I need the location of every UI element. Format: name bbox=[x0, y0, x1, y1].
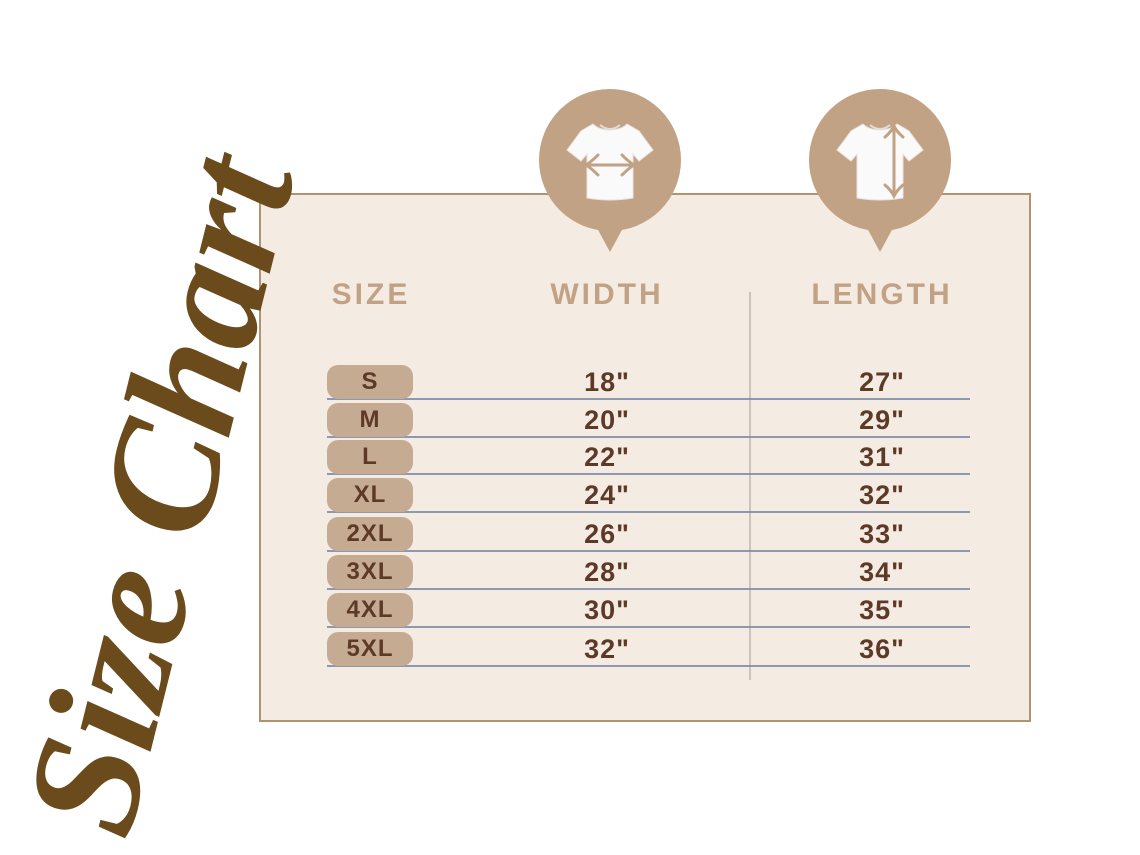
length-value: 36" bbox=[859, 634, 905, 664]
table-row: M 20" 29" bbox=[261, 403, 1029, 443]
length-value: 32" bbox=[859, 480, 905, 510]
width-value: 30" bbox=[584, 595, 630, 625]
width-value: 22" bbox=[584, 442, 630, 472]
row-separator bbox=[327, 626, 970, 628]
table-row: 4XL 30" 35" bbox=[261, 593, 1029, 633]
column-divider bbox=[749, 292, 751, 680]
table-row: S 18" 27" bbox=[261, 365, 1029, 405]
table-row: L 22" 31" bbox=[261, 440, 1029, 480]
length-value: 27" bbox=[859, 367, 905, 397]
tshirt-width-icon bbox=[566, 123, 654, 201]
size-badge: M bbox=[327, 403, 413, 437]
row-separator bbox=[327, 665, 970, 667]
width-value: 24" bbox=[584, 480, 630, 510]
tshirt-length-icon bbox=[836, 122, 924, 201]
size-badge: 2XL bbox=[327, 517, 413, 551]
row-separator bbox=[327, 398, 970, 400]
size-badge: 5XL bbox=[327, 632, 413, 666]
length-value: 29" bbox=[859, 405, 905, 435]
width-value: 20" bbox=[584, 405, 630, 435]
table-row: 2XL 26" 33" bbox=[261, 517, 1029, 557]
size-badge: 4XL bbox=[327, 593, 413, 627]
bubble-tail bbox=[867, 228, 893, 252]
width-measure-bubble bbox=[539, 89, 681, 252]
row-separator bbox=[327, 436, 970, 438]
length-value: 35" bbox=[859, 595, 905, 625]
size-badge: L bbox=[327, 440, 413, 474]
width-value: 28" bbox=[584, 557, 630, 587]
table-row: 3XL 28" 34" bbox=[261, 555, 1029, 595]
row-separator bbox=[327, 511, 970, 513]
row-separator bbox=[327, 550, 970, 552]
header-size: SIZE bbox=[331, 278, 411, 311]
header-width: WIDTH bbox=[550, 278, 664, 311]
length-measure-bubble bbox=[809, 89, 951, 252]
bubble-tail bbox=[597, 228, 623, 252]
width-value: 26" bbox=[584, 519, 630, 549]
row-separator bbox=[327, 473, 970, 475]
size-badge: 3XL bbox=[327, 555, 413, 589]
size-chart-panel: SIZE WIDTH LENGTH S 18" 27" M 20" 29" L … bbox=[259, 193, 1031, 722]
length-value: 33" bbox=[859, 519, 905, 549]
table-row: 5XL 32" 36" bbox=[261, 632, 1029, 672]
row-separator bbox=[327, 588, 970, 590]
size-badge: S bbox=[327, 365, 413, 399]
width-value: 18" bbox=[584, 367, 630, 397]
length-value: 31" bbox=[859, 442, 905, 472]
size-badge: XL bbox=[327, 478, 413, 512]
table-row: XL 24" 32" bbox=[261, 478, 1029, 518]
header-length: LENGTH bbox=[811, 278, 953, 311]
length-value: 34" bbox=[859, 557, 905, 587]
width-value: 32" bbox=[584, 634, 630, 664]
